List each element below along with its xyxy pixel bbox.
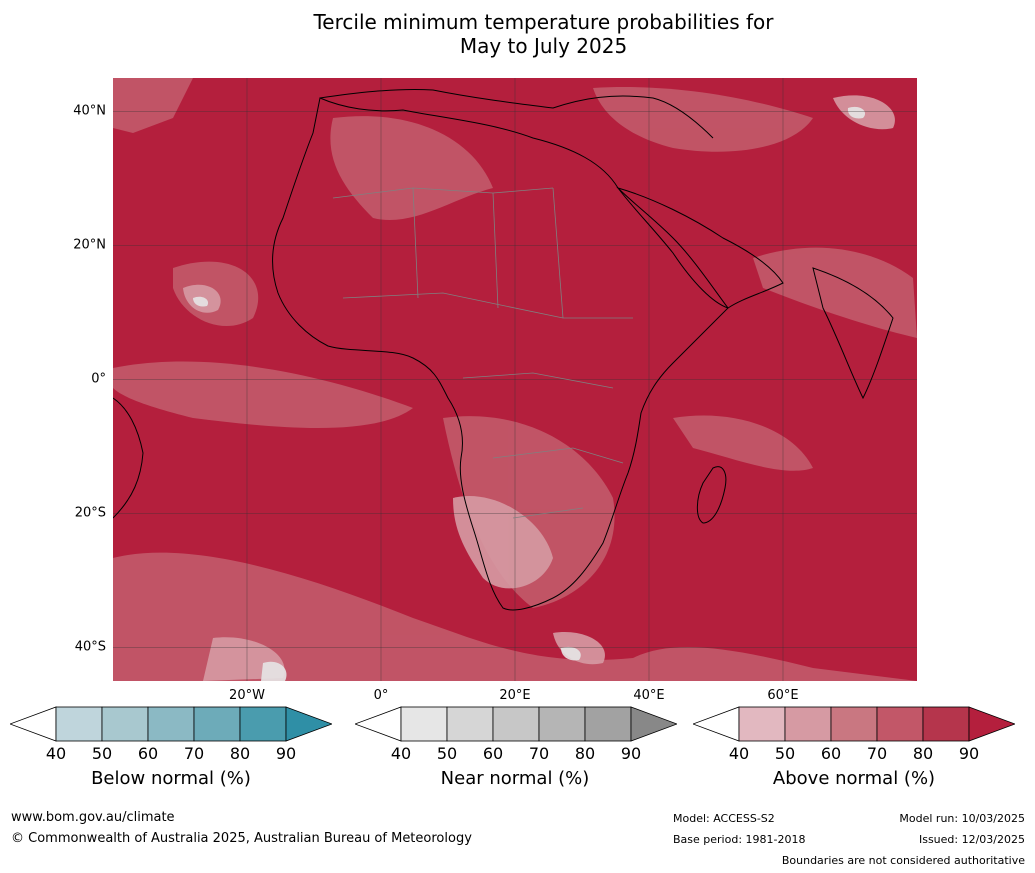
lon-label-0: 0° <box>373 688 389 703</box>
coastlines <box>113 89 894 611</box>
probability-patches <box>113 78 917 681</box>
country-borders <box>332 187 633 519</box>
lon-label-40e: 40°E <box>633 688 665 703</box>
title-line-2: May to July 2025 <box>459 34 628 58</box>
colorbar-tick-label: 80 <box>229 744 251 763</box>
above-normal-colorbar <box>693 706 1015 742</box>
colorbar-tick-label: 80 <box>912 744 934 763</box>
colorbar-segment <box>584 706 632 742</box>
lat-label-20n: 20°N <box>73 237 106 253</box>
footer-copyright: © Commonwealth of Australia 2025, Austra… <box>11 831 472 846</box>
colorbar-segment <box>922 706 970 742</box>
arabia-coastline <box>616 186 784 309</box>
colorbar-tick-label: 60 <box>482 744 504 763</box>
footer-issued: Issued: 12/03/2025 <box>918 833 1025 846</box>
colorbar-segment <box>830 706 878 742</box>
footer-base-period: Base period: 1981-2018 <box>673 833 806 846</box>
south-america-coastline <box>113 397 144 519</box>
colorbar-tick-label: 70 <box>528 744 550 763</box>
colorbar-over-triangle <box>968 706 1015 742</box>
near-normal-label: Near normal (%) <box>440 768 590 789</box>
colorbar-segment <box>538 706 586 742</box>
lon-label-20w: 20°W <box>229 688 265 703</box>
lon-label-20e: 20°E <box>499 688 531 703</box>
colorbar-tick-label: 90 <box>275 744 297 763</box>
madagascar-coastline <box>696 466 727 524</box>
lat-label-40s: 40°S <box>74 639 106 655</box>
colorbar-segment <box>738 706 786 742</box>
colorbar-tick-label: 60 <box>137 744 159 763</box>
colorbar-over-triangle <box>285 706 332 742</box>
probability-map <box>113 78 917 681</box>
africa-coastline <box>272 97 729 611</box>
map-gridlines <box>113 78 917 681</box>
colorbar-tick-label: 50 <box>436 744 458 763</box>
colorbar-under-triangle <box>10 706 57 742</box>
footer-model: Model: ACCESS-S2 <box>673 812 775 825</box>
colorbar-segment <box>101 706 149 742</box>
chart-title: Tercile minimum temperature probabilitie… <box>0 10 1035 58</box>
colorbar-tick-label: 50 <box>774 744 796 763</box>
lat-label-20s: 20°S <box>74 505 106 521</box>
india-coastline <box>812 267 894 400</box>
colorbar-tick-label: 80 <box>574 744 596 763</box>
footer-website: www.bom.gov.au/climate <box>11 810 175 825</box>
lat-label-40n: 40°N <box>73 103 106 119</box>
near-normal-colorbar <box>355 706 677 742</box>
colorbar-segment <box>446 706 494 742</box>
colorbar-under-triangle <box>693 706 740 742</box>
colorbar-tick-label: 40 <box>728 744 750 763</box>
colorbar-segment <box>400 706 448 742</box>
colorbar-segment <box>193 706 241 742</box>
colorbar-tick-label: 90 <box>620 744 642 763</box>
colorbar-segment <box>492 706 540 742</box>
lon-label-60e: 60°E <box>767 688 799 703</box>
lat-label-0: 0° <box>91 371 106 387</box>
colorbar-segment <box>147 706 195 742</box>
probability-patches-lightest <box>193 106 866 681</box>
footer-model-run: Model run: 10/03/2025 <box>899 812 1025 825</box>
colorbar-tick-label: 90 <box>958 744 980 763</box>
above-normal-label: Above normal (%) <box>772 768 936 789</box>
colorbar-tick-label: 40 <box>390 744 412 763</box>
colorbar-tick-label: 50 <box>91 744 113 763</box>
colorbar-segment <box>876 706 924 742</box>
colorbar-segment <box>55 706 103 742</box>
title-line-1: Tercile minimum temperature probabilitie… <box>313 10 774 34</box>
colorbar-tick-label: 70 <box>866 744 888 763</box>
below-normal-colorbar <box>10 706 332 742</box>
below-normal-label: Below normal (%) <box>91 768 251 789</box>
europe-coastline <box>319 89 714 139</box>
footer-disclaimer: Boundaries are not considered authoritat… <box>781 854 1025 867</box>
colorbar-tick-label: 60 <box>820 744 842 763</box>
colorbar-segment <box>784 706 832 742</box>
colorbar-tick-label: 40 <box>45 744 67 763</box>
colorbar-over-triangle <box>630 706 677 742</box>
colorbar-tick-label: 70 <box>183 744 205 763</box>
colorbar-segment <box>239 706 287 742</box>
colorbar-under-triangle <box>355 706 402 742</box>
